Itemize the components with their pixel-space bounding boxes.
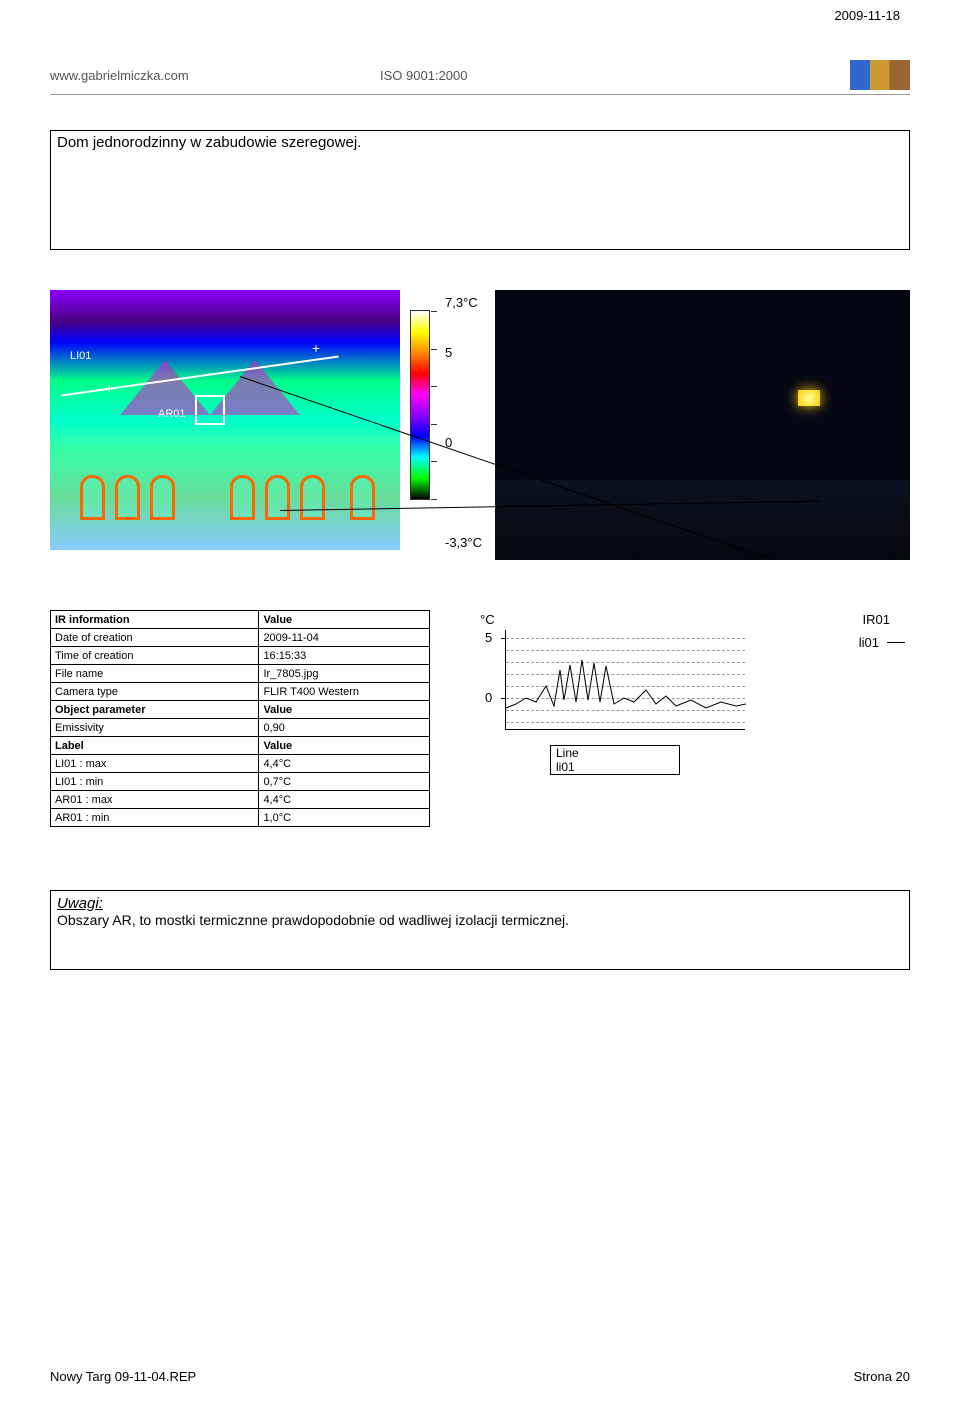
page-header: www.gabrielmiczka.com ISO 9001:2000: [50, 60, 910, 95]
notes-text: Obszary AR, to mostki termicznne prawdop…: [57, 912, 903, 928]
scale-tick-label: 5: [445, 345, 452, 360]
cell: LI01 : max: [51, 755, 259, 773]
cell: Time of creation: [51, 647, 259, 665]
table-row: Date of creation2009-11-04: [51, 629, 430, 647]
table-header: Object parameter Value: [51, 701, 430, 719]
cell: 4,4°C: [259, 755, 430, 773]
cell: Ir_7805.jpg: [259, 665, 430, 683]
line-chart: °C IR01 5 0 li01 Line li01: [450, 610, 910, 810]
cell: 16:15:33: [259, 647, 430, 665]
header-url: www.gabrielmiczka.com: [50, 68, 380, 83]
data-row: IR information Value Date of creation200…: [50, 610, 910, 827]
footer-left: Nowy Targ 09-11-04.REP: [50, 1369, 196, 1384]
table-row: AR01 : min1,0°C: [51, 809, 430, 827]
cell: LI01 : min: [51, 773, 259, 791]
cell: Emissivity: [51, 719, 259, 737]
table-row: LI01 : min0,7°C: [51, 773, 430, 791]
color-scale: [410, 290, 435, 550]
table-row: Time of creation16:15:33: [51, 647, 430, 665]
table-row: Emissivity0,90: [51, 719, 430, 737]
table-header-cell: IR information: [51, 611, 259, 629]
table-row: Camera typeFLIR T400 Western: [51, 683, 430, 701]
chart-tick-label: 5: [485, 630, 492, 645]
images-row: LI01 AR01 + + 7,3°C 5 0 -3,3°C: [50, 290, 910, 560]
table-header-cell: Value: [259, 701, 430, 719]
notes-title: Uwagi:: [57, 895, 903, 912]
chart-side-legend: li01: [859, 635, 905, 650]
table-header-cell: Label: [51, 737, 259, 755]
legend-item: li01: [556, 760, 575, 774]
cell: 0,7°C: [259, 773, 430, 791]
thermal-container: LI01 AR01 + + 7,3°C 5 0 -3,3°C: [50, 290, 480, 560]
scale-min: -3,3°C: [445, 535, 482, 550]
legend-title: Line: [551, 746, 679, 760]
info-table: IR information Value Date of creation200…: [50, 610, 430, 827]
cell: 4,4°C: [259, 791, 430, 809]
scale-max: 7,3°C: [445, 295, 478, 310]
footer-right: Strona 20: [854, 1369, 910, 1384]
table-header-cell: Value: [259, 737, 430, 755]
logo-icon: [850, 60, 910, 90]
table-header: IR information Value: [51, 611, 430, 629]
crosshair-icon: +: [105, 380, 113, 396]
ar-box: [195, 395, 225, 425]
ar-label: AR01: [158, 408, 186, 420]
page-footer: Nowy Targ 09-11-04.REP Strona 20: [50, 1369, 910, 1384]
cell: File name: [51, 665, 259, 683]
title-box: Dom jednorodzinny w zabudowie szeregowej…: [50, 130, 910, 250]
page-date: 2009-11-18: [834, 8, 900, 23]
thermal-image: LI01 AR01 + +: [50, 290, 400, 550]
cell: 1,0°C: [259, 809, 430, 827]
cell: 2009-11-04: [259, 629, 430, 647]
notes-box: Uwagi: Obszary AR, to mostki termicznne …: [50, 890, 910, 970]
legend-label: li01: [859, 635, 879, 650]
table-header-cell: Object parameter: [51, 701, 259, 719]
li-label: LI01: [70, 350, 91, 362]
photo-image: [495, 290, 910, 560]
cell: Camera type: [51, 683, 259, 701]
title-text: Dom jednorodzinny w zabudowie szeregowej…: [57, 134, 361, 151]
crosshair-icon: +: [312, 340, 320, 356]
cell: 0,90: [259, 719, 430, 737]
table-row: AR01 : max4,4°C: [51, 791, 430, 809]
chart-legend: Line li01: [550, 745, 680, 775]
cell: AR01 : min: [51, 809, 259, 827]
legend-mark-icon: [887, 642, 905, 643]
header-iso: ISO 9001:2000: [380, 68, 850, 83]
table-row: LI01 : max4,4°C: [51, 755, 430, 773]
chart-title: IR01: [863, 612, 890, 627]
chart-ylabel: °C: [480, 612, 495, 627]
table-row: File nameIr_7805.jpg: [51, 665, 430, 683]
table-header: Label Value: [51, 737, 430, 755]
cell: Date of creation: [51, 629, 259, 647]
chart-tick-label: 0: [485, 690, 492, 705]
chart-plot: [505, 630, 745, 730]
table-header-cell: Value: [259, 611, 430, 629]
chart-line: [506, 630, 746, 730]
cell: AR01 : max: [51, 791, 259, 809]
cell: FLIR T400 Western: [259, 683, 430, 701]
